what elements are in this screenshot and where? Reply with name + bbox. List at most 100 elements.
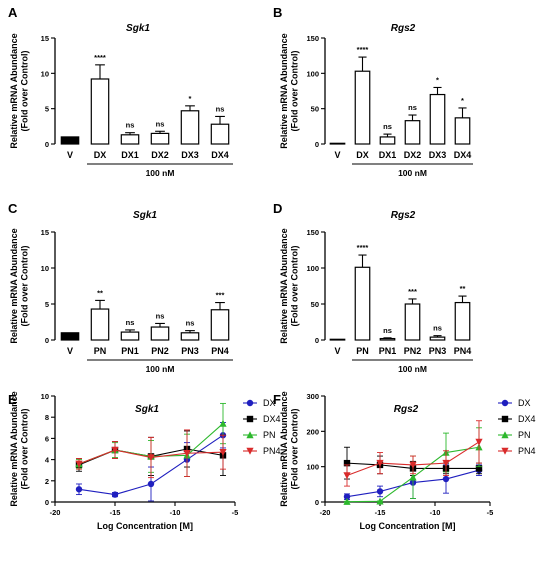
bar xyxy=(354,266,371,341)
x-tick-label: -15 xyxy=(110,508,121,517)
data-point xyxy=(111,491,119,498)
y-axis-label-line: (Fold over Control) xyxy=(290,246,300,327)
significance-label: **** xyxy=(357,243,369,252)
category-label: PN4 xyxy=(211,346,229,356)
category-label: DX4 xyxy=(211,150,229,160)
panel-letter: F xyxy=(273,392,281,407)
data-point xyxy=(183,450,191,458)
significance-label: **** xyxy=(94,53,106,62)
legend-marker xyxy=(246,415,254,423)
bar xyxy=(120,331,140,341)
x-tick-label: -5 xyxy=(487,508,494,517)
data-point xyxy=(442,459,450,467)
data-point xyxy=(475,465,483,472)
legend: DX DX4 PN PN4 xyxy=(243,398,281,456)
category-label: PN xyxy=(356,346,369,356)
category-label: DX2 xyxy=(404,150,422,160)
y-axis-label-line: (Fold over Control) xyxy=(290,51,300,132)
significance-label: ns xyxy=(126,121,135,130)
bar xyxy=(180,110,200,145)
data-point xyxy=(343,472,351,480)
bar xyxy=(379,337,396,341)
group-label: 100 nM xyxy=(398,168,427,178)
category-label: V xyxy=(334,150,340,160)
bar xyxy=(150,132,170,145)
significance-label: ns xyxy=(126,318,135,327)
y-tick-label: 100 xyxy=(306,463,319,472)
bar xyxy=(60,136,80,145)
significance-label: ** xyxy=(97,288,103,297)
data-point xyxy=(219,419,227,427)
bar xyxy=(60,332,80,341)
y-tick-label: 6 xyxy=(45,434,49,443)
significance-label: * xyxy=(461,96,464,105)
data-point xyxy=(147,454,155,462)
category-label: V xyxy=(67,346,73,356)
group-label: 100 nM xyxy=(146,364,175,374)
x-tick-label: -15 xyxy=(375,508,386,517)
y-axis-label: Relative mRNA Abundance(Fold over Contro… xyxy=(9,228,29,343)
gene-title: Sgk1 xyxy=(133,210,157,221)
y-tick-label: 0 xyxy=(45,336,49,345)
legend-label: DX4 xyxy=(263,414,281,424)
y-axis-label: Relative mRNA Abundance(Fold over Contro… xyxy=(9,33,29,148)
bar xyxy=(454,301,471,341)
legend-marker xyxy=(501,399,509,407)
legend-label: PN xyxy=(518,430,531,440)
y-tick-label: 300 xyxy=(306,392,319,401)
data-point xyxy=(376,488,384,495)
y-tick-label: 150 xyxy=(306,34,319,43)
bar xyxy=(120,134,140,145)
y-tick-label: 50 xyxy=(311,300,319,309)
y-tick-label: 4 xyxy=(45,456,50,465)
y-axis-label-line: Relative mRNA Abundance xyxy=(279,228,289,343)
category-label: PN2 xyxy=(151,346,169,356)
panel-letter: E xyxy=(8,392,17,407)
y-axis-label-line: Relative mRNA Abundance xyxy=(279,33,289,148)
category-label: DX4 xyxy=(454,150,472,160)
y-axis-label-line: (Fold over Control) xyxy=(20,51,30,132)
legend-marker xyxy=(246,431,254,439)
series-pn4 xyxy=(75,429,227,479)
significance-label: ns xyxy=(216,104,225,113)
significance-label: **** xyxy=(357,45,369,54)
panel-a: A Sgk1 0 5 10 15 Relative mRNA Abundance(Fold … xyxy=(8,5,233,178)
category-label: PN4 xyxy=(454,346,472,356)
legend-label: PN xyxy=(263,430,276,440)
category-label: DX3 xyxy=(181,150,199,160)
category-label: DX1 xyxy=(121,150,139,160)
gene-title: Rgs2 xyxy=(391,210,416,221)
y-axis-label-line: Relative mRNA Abundance xyxy=(9,33,19,148)
panel-letter: B xyxy=(273,5,282,20)
data-point xyxy=(475,438,483,446)
data-point xyxy=(75,486,83,493)
y-tick-label: 100 xyxy=(306,264,319,273)
category-label: DX xyxy=(356,150,369,160)
x-tick-label: -20 xyxy=(50,508,61,517)
y-tick-label: 0 xyxy=(315,498,319,507)
y-tick-label: 150 xyxy=(306,228,319,237)
significance-label: * xyxy=(189,94,192,103)
bar xyxy=(180,332,200,341)
legend-marker xyxy=(246,399,254,407)
panel-d: D Rgs2 0 50 100 150 Relative mRNA Abundance(Fo… xyxy=(273,201,473,374)
group-label: 100 nM xyxy=(146,168,175,178)
bar xyxy=(210,309,230,341)
y-axis-label: Relative mRNA Abundance(Fold over Contro… xyxy=(9,391,29,506)
x-tick-label: -20 xyxy=(320,508,331,517)
y-tick-label: 10 xyxy=(41,69,49,78)
y-tick-label: 0 xyxy=(45,498,49,507)
significance-label: ns xyxy=(408,103,417,112)
category-label: PN xyxy=(94,346,107,356)
significance-label: ** xyxy=(460,284,466,293)
y-tick-label: 200 xyxy=(306,427,319,436)
significance-label: ns xyxy=(383,326,392,335)
y-axis-label-line: (Fold over Control) xyxy=(20,409,30,490)
y-tick-label: 5 xyxy=(45,300,49,309)
bar xyxy=(150,326,170,341)
y-tick-label: 15 xyxy=(41,34,49,43)
y-axis-label: Relative mRNA Abundance(Fold over Contro… xyxy=(279,33,299,148)
x-tick-label: -10 xyxy=(430,508,441,517)
bar xyxy=(210,123,230,145)
